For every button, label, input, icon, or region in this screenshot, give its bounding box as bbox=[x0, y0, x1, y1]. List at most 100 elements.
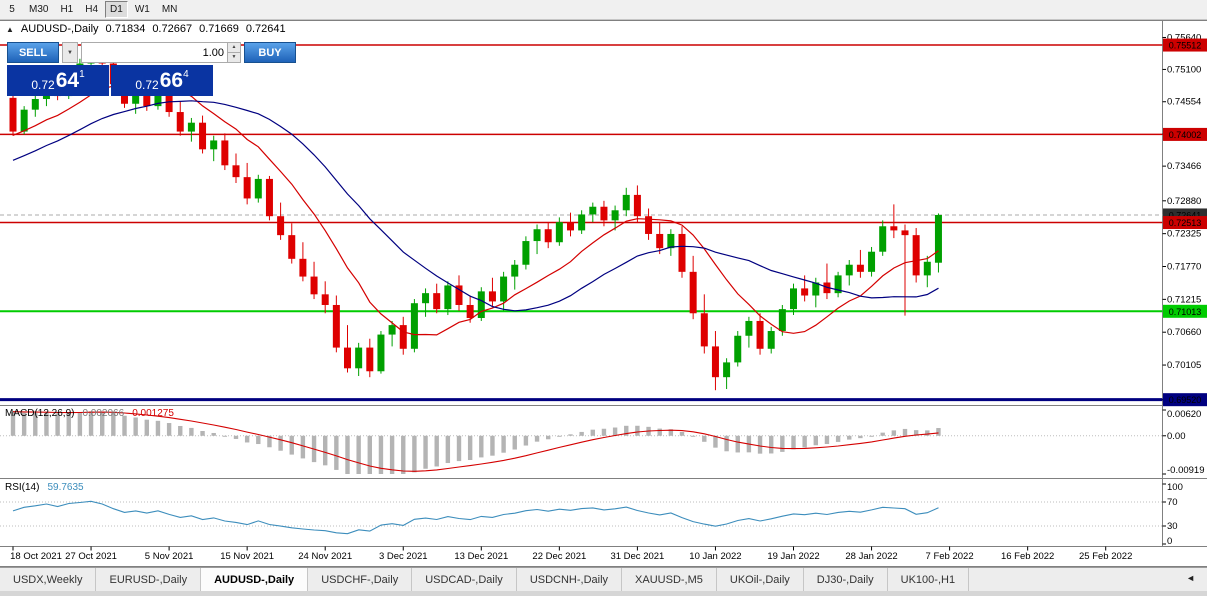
price-axis-badges: 0.72641 0.75512 0.74002 0.72513 0.71013 0.695… bbox=[1163, 38, 1207, 407]
date-axis[interactable]: 18 Oct 2021 27 Oct 2021 5 Nov 2021 15 Nov 2… bbox=[10, 546, 1132, 563]
svg-text:0.75640: 0.75640 bbox=[1167, 32, 1201, 43]
chevron-down-icon: ▼ bbox=[67, 49, 73, 56]
sell-price-display[interactable]: 0.72 64 1 bbox=[7, 65, 109, 96]
volume-increase-button[interactable]: ▲ bbox=[228, 43, 240, 53]
chart-tab-bar: USDX,Weekly EURUSD-,Daily AUDUSD-,Daily USD… bbox=[0, 567, 1207, 591]
timeframe-button-5[interactable]: 5 bbox=[9, 4, 15, 15]
rsi-value: 59.7635 bbox=[47, 482, 84, 493]
price-axis[interactable]: 0.756400.751000.745540.740080.734660.728… bbox=[1162, 32, 1205, 547]
svg-text:18 Oct 2021: 18 Oct 2021 bbox=[10, 551, 62, 562]
svg-text:0.74554: 0.74554 bbox=[1167, 97, 1201, 108]
chart-tab-ukoil-daily[interactable]: UKOil-,Daily bbox=[717, 568, 804, 591]
svg-text:0.73466: 0.73466 bbox=[1167, 161, 1201, 172]
chart-tab-usdcnh-daily[interactable]: USDCNH-,Daily bbox=[517, 568, 623, 591]
macd-name: MACD(12,26,9) bbox=[5, 408, 75, 419]
macd-main-value: 0.002066 bbox=[82, 408, 125, 419]
svg-text:0.72641: 0.72641 bbox=[1169, 210, 1202, 220]
rsi-name: RSI(14) bbox=[5, 482, 40, 493]
svg-text:0.72880: 0.72880 bbox=[1167, 196, 1201, 207]
svg-text:5 Nov 2021: 5 Nov 2021 bbox=[145, 551, 194, 562]
macd-signal-value: 0.001275 bbox=[132, 408, 174, 419]
svg-text:28 Jan 2022: 28 Jan 2022 bbox=[845, 551, 897, 562]
pane-borders bbox=[0, 20, 1207, 567]
quote-line: ▲ AUDUSD-,Daily 0.71834 0.72667 0.71669 … bbox=[6, 23, 286, 35]
svg-text:0.74002: 0.74002 bbox=[1169, 130, 1202, 140]
svg-text:13 Dec 2021: 13 Dec 2021 bbox=[454, 551, 508, 562]
svg-text:0.71770: 0.71770 bbox=[1167, 262, 1201, 273]
quote-low: 0.71669 bbox=[199, 23, 239, 35]
svg-text:0.72513: 0.72513 bbox=[1169, 218, 1202, 228]
sell-button[interactable]: SELL bbox=[7, 42, 59, 63]
svg-text:7 Feb 2022: 7 Feb 2022 bbox=[926, 551, 974, 562]
chart-tab-dj30-daily[interactable]: DJ30-,Daily bbox=[804, 568, 888, 591]
timeframe-button-mn[interactable]: MN bbox=[161, 4, 178, 15]
svg-text:3 Dec 2021: 3 Dec 2021 bbox=[379, 551, 428, 562]
ma-slow-line bbox=[12, 100, 939, 312]
chart-tab-eurusd-daily[interactable]: EURUSD-,Daily bbox=[96, 568, 202, 591]
timeframe-button-m30[interactable]: M30 bbox=[29, 4, 49, 15]
svg-text:0.71013: 0.71013 bbox=[1169, 307, 1202, 317]
ma-fast-line bbox=[12, 80, 939, 336]
timeframe-button-d1[interactable]: D1 bbox=[105, 1, 128, 18]
svg-text:0.75512: 0.75512 bbox=[1169, 41, 1202, 51]
svg-text:0.69520: 0.69520 bbox=[1169, 395, 1202, 405]
sell-price-base: 0.72 bbox=[31, 77, 55, 92]
volume-decrease-button[interactable]: ▼ bbox=[228, 53, 240, 62]
chart-tab-usdchf-daily[interactable]: USDCHF-,Daily bbox=[308, 568, 413, 591]
quote-high: 0.72667 bbox=[152, 23, 193, 35]
volume-spinner: ▲ ▼ bbox=[227, 43, 240, 62]
chart-tab-audusd-daily[interactable]: AUDUSD-,Daily bbox=[201, 568, 309, 591]
svg-text:30: 30 bbox=[1167, 521, 1178, 532]
svg-text:0.70105: 0.70105 bbox=[1167, 360, 1201, 371]
svg-text:0.71215: 0.71215 bbox=[1167, 294, 1201, 305]
svg-text:15 Nov 2021: 15 Nov 2021 bbox=[220, 551, 274, 562]
chart-tab-xauusd-m5[interactable]: XAUUSD-,M5 bbox=[622, 568, 717, 591]
buy-price-pips: 66 bbox=[159, 68, 184, 92]
svg-text:0: 0 bbox=[1167, 536, 1172, 547]
quote-close: 0.72641 bbox=[245, 23, 286, 35]
window-bottom-strip bbox=[0, 591, 1207, 596]
sell-price-point: 1 bbox=[79, 69, 85, 80]
timeframe-toolbar: 5 M30 H1 H4 D1 W1 MN bbox=[0, 0, 1207, 20]
buy-price-base: 0.72 bbox=[135, 77, 159, 92]
rsi-line bbox=[12, 500, 939, 535]
svg-text:100: 100 bbox=[1167, 482, 1183, 493]
svg-text:16 Feb 2022: 16 Feb 2022 bbox=[1001, 551, 1054, 562]
timeframe-button-h1[interactable]: H1 bbox=[60, 4, 74, 15]
svg-text:0.00: 0.00 bbox=[1167, 431, 1186, 442]
svg-text:70: 70 bbox=[1167, 497, 1178, 508]
svg-text:25 Feb 2022: 25 Feb 2022 bbox=[1079, 551, 1132, 562]
svg-text:19 Jan 2022: 19 Jan 2022 bbox=[767, 551, 819, 562]
buy-price-display[interactable]: 0.72 66 4 bbox=[111, 65, 213, 96]
volume-input[interactable] bbox=[82, 43, 227, 62]
svg-text:-0.00919: -0.00919 bbox=[1167, 465, 1205, 476]
svg-text:24 Nov 2021: 24 Nov 2021 bbox=[298, 551, 352, 562]
svg-text:0.72325: 0.72325 bbox=[1167, 229, 1201, 240]
chart-tab-usdx-weekly[interactable]: USDX,Weekly bbox=[0, 568, 97, 591]
timeframe-button-w1[interactable]: W1 bbox=[134, 4, 150, 15]
timeframe-button-h4[interactable]: H4 bbox=[85, 4, 99, 15]
quote-open: 0.71834 bbox=[105, 23, 146, 35]
rsi-indicator-label: RSI(14) 59.7635 bbox=[5, 482, 84, 493]
volume-input-group: ▲ ▼ bbox=[81, 42, 241, 63]
macd-signal-line bbox=[12, 411, 939, 472]
volume-dropdown[interactable]: ▼ bbox=[62, 42, 78, 63]
symbol-period-label: AUDUSD-,Daily bbox=[20, 23, 99, 35]
svg-text:31 Dec 2021: 31 Dec 2021 bbox=[610, 551, 664, 562]
macd-indicator-label: MACD(12,26,9) 0.002066 0.001275 bbox=[5, 408, 174, 419]
svg-text:27 Oct 2021: 27 Oct 2021 bbox=[65, 551, 117, 562]
buy-price-point: 4 bbox=[183, 69, 189, 80]
tab-scroll-left-button[interactable]: ◄ bbox=[1186, 573, 1195, 583]
buy-button[interactable]: BUY bbox=[244, 42, 296, 63]
chart-tab-usdcad-daily[interactable]: USDCAD-,Daily bbox=[412, 568, 517, 591]
sell-price-pips: 64 bbox=[55, 68, 80, 92]
candlestick-series bbox=[9, 44, 942, 391]
chart-tab-uk100-h1[interactable]: UK100-,H1 bbox=[888, 568, 970, 591]
one-click-collapse-icon[interactable]: ▲ bbox=[6, 24, 14, 34]
svg-text:0.00620: 0.00620 bbox=[1167, 409, 1201, 420]
svg-text:0.75100: 0.75100 bbox=[1167, 64, 1201, 75]
svg-text:0.70660: 0.70660 bbox=[1167, 327, 1201, 338]
